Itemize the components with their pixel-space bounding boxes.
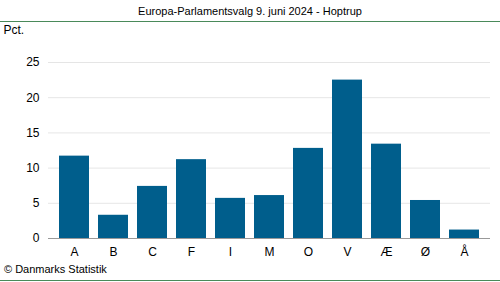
svg-text:0: 0 xyxy=(33,231,40,245)
svg-text:A: A xyxy=(70,245,78,259)
svg-text:Æ: Æ xyxy=(381,245,393,259)
svg-text:B: B xyxy=(109,245,117,259)
svg-text:15: 15 xyxy=(26,126,40,140)
html-text:Europa-Parlamentsvalg 9. juni: Europa-Parlamentsvalg 9. juni 2024 - Hop… xyxy=(138,5,362,17)
svg-text:C: C xyxy=(148,245,157,259)
svg-text:O: O xyxy=(304,245,313,259)
html-text:© Danmarks Statistik: © Danmarks Statistik xyxy=(4,263,107,275)
svg-text:M: M xyxy=(265,245,275,259)
svg-text:F: F xyxy=(188,245,195,259)
svg-text:20: 20 xyxy=(26,91,40,105)
svg-text:Pct.: Pct. xyxy=(4,23,25,37)
svg-text:Å: Å xyxy=(460,244,468,259)
svg-text:I: I xyxy=(229,245,232,259)
svg-text:10: 10 xyxy=(26,161,40,175)
svg-text:25: 25 xyxy=(26,55,40,69)
svg-text:5: 5 xyxy=(33,196,40,210)
svg-text:V: V xyxy=(343,245,351,259)
svg-text:Ø: Ø xyxy=(421,245,430,259)
